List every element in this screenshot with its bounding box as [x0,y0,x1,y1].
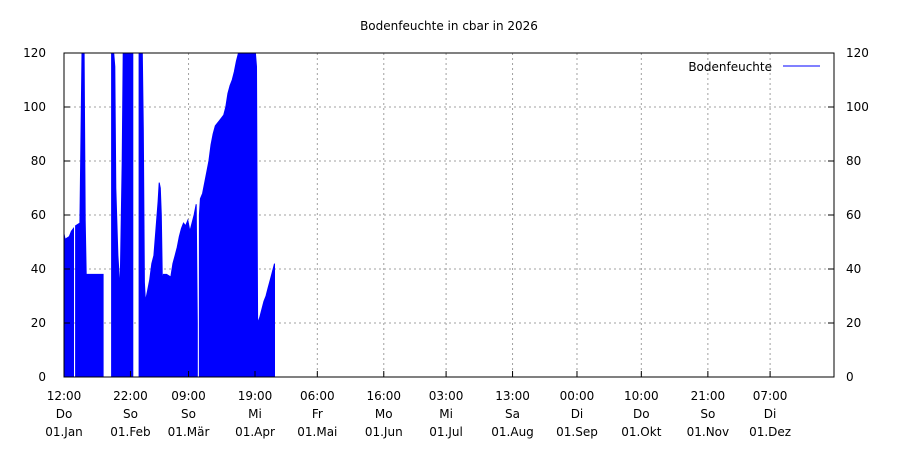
x-tick-label-date: 01.Aug [491,425,534,439]
y-tick-label-left: 100 [23,100,46,114]
x-tick-label-day: Sa [505,407,520,421]
x-tick-label-time: 09:00 [171,389,206,403]
y-tick-label-left: 80 [31,154,46,168]
series-area-segment [198,52,275,378]
y-tick-label-right: 100 [846,100,869,114]
y-tick-label-right: 60 [846,208,861,222]
x-tick-label-time: 07:00 [753,389,788,403]
x-tick-label-time: 12:00 [47,389,82,403]
chart-title: Bodenfeuchte in cbar in 2026 [360,19,538,33]
x-tick-label-date: 01.Jun [365,425,403,439]
y-tick-label-right: 0 [846,370,854,384]
x-tick-label-time: 03:00 [429,389,464,403]
y-tick-label-right: 40 [846,262,861,276]
x-tick-label-day: Do [633,407,650,421]
x-tick-label-date: 01.Jul [429,425,463,439]
x-tick-label-date: 01.Jan [45,425,83,439]
series-area-segment [75,52,104,378]
x-tick-label-time: 19:00 [238,389,273,403]
x-tick-label-date: 01.Okt [621,425,661,439]
x-tick-label-date: 01.Feb [110,425,150,439]
series-area-segment [63,227,74,378]
x-tick-label-time: 16:00 [366,389,401,403]
x-tick-label-time: 06:00 [300,389,335,403]
axis-ticks [63,52,834,378]
y-tick-label-left: 40 [31,262,46,276]
x-tick-label-date: 01.Dez [749,425,791,439]
x-tick-label-day: Mo [375,407,393,421]
x-tick-label-time: 13:00 [495,389,530,403]
series-area [63,52,275,378]
y-tick-label-right: 120 [846,46,869,60]
legend: Bodenfeuchte [688,60,820,74]
x-tick-label-date: 01.Nov [687,425,730,439]
x-tick-label-day: Di [571,407,584,421]
series-area-segment [138,52,198,378]
y-tick-label-left: 0 [38,370,46,384]
x-tick-label-date: 01.Mär [168,425,210,439]
x-tick-label-date: 01.Sep [556,425,598,439]
x-tick-label-date: 01.Apr [235,425,275,439]
series-area-segment [111,52,134,378]
x-tick-label-day: Do [56,407,73,421]
x-tick-label-day: Mi [248,407,262,421]
x-tick-label-day: Di [764,407,777,421]
x-tick-label-time: 21:00 [691,389,726,403]
y-tick-label-left: 20 [31,316,46,330]
legend-label: Bodenfeuchte [688,60,772,74]
y-tick-label-right: 80 [846,154,861,168]
y-tick-label-left: 120 [23,46,46,60]
axis-labels: 0 0 20 20 40 40 60 60 80 80 100 100 120 120 12:00 Do 01.… [23,46,869,439]
x-tick-label-day: So [700,407,715,421]
x-tick-label-day: So [123,407,138,421]
x-tick-label-day: Fr [312,407,323,421]
x-tick-label-day: So [181,407,196,421]
x-tick-label-time: 22:00 [113,389,148,403]
x-tick-label-date: 01.Mai [297,425,337,439]
y-tick-label-right: 20 [846,316,861,330]
x-tick-label-time: 00:00 [560,389,595,403]
x-tick-label-day: Mi [439,407,453,421]
x-tick-label-time: 10:00 [624,389,659,403]
y-tick-label-left: 60 [31,208,46,222]
